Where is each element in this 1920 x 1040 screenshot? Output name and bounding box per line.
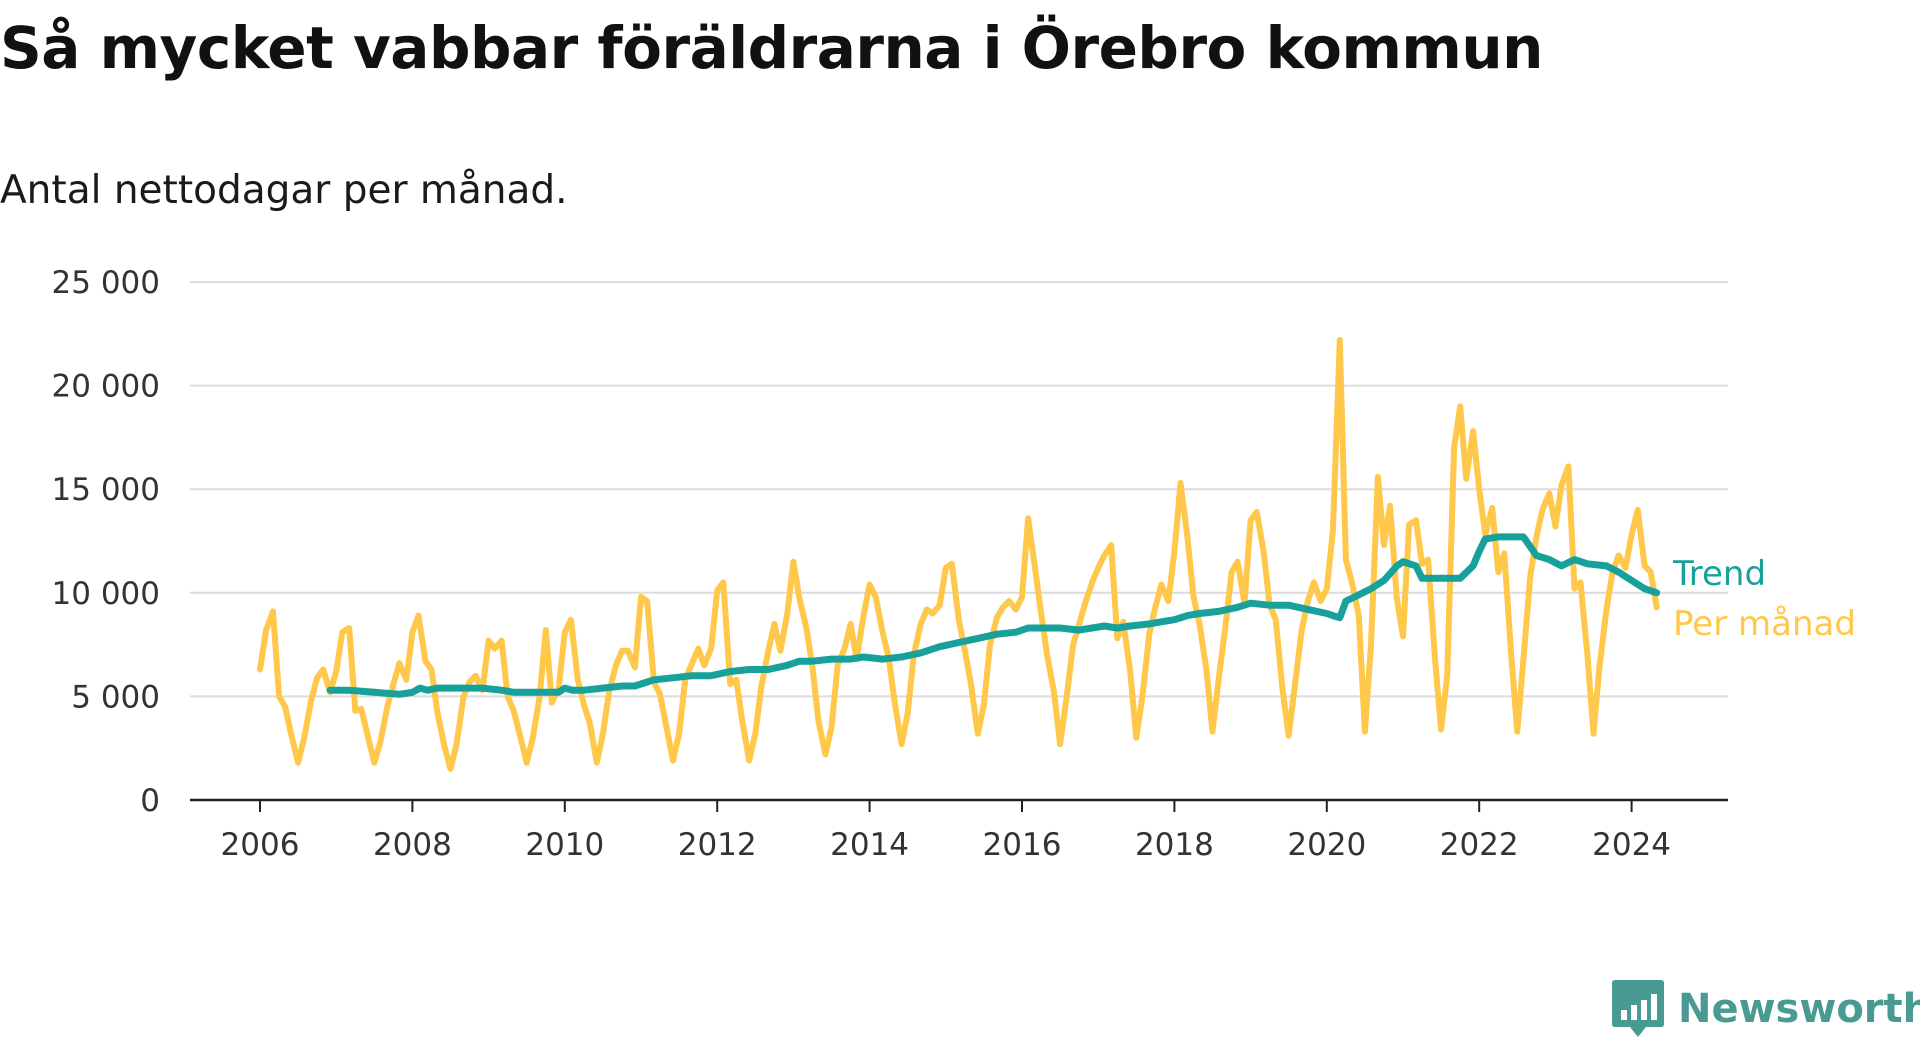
x-tick-label: 2012	[678, 827, 757, 863]
y-tick-label: 0	[140, 783, 160, 819]
y-axis: 0 5 000 10 000 15 000 20 000 25 000	[52, 265, 160, 819]
chart-title: Så mycket vabbar föräldrarna i Örebro ko…	[0, 14, 1543, 82]
legend: Per månad Trend	[1672, 554, 1856, 644]
brand-name: Newsworthy	[1678, 986, 1920, 1032]
x-tick-label: 2008	[373, 827, 452, 863]
x-tick-label: 2014	[830, 827, 909, 863]
x-tick-label: 2010	[525, 827, 604, 863]
x-tick-label: 2006	[221, 827, 300, 863]
y-tick-label: 25 000	[52, 265, 160, 301]
series-line-per-manad	[257, 337, 1660, 772]
x-tick-label: 2022	[1440, 827, 1519, 863]
legend-label: Trend	[1672, 554, 1766, 594]
y-tick-label: 15 000	[52, 472, 160, 508]
legend-label: Per månad	[1673, 604, 1856, 644]
x-axis: 2006 2008 2010 2012 2014 2016 2018 2020 2022 2024	[221, 800, 1671, 863]
gridlines	[190, 281, 1728, 698]
y-tick-label: 10 000	[52, 576, 160, 612]
x-tick-label: 2020	[1287, 827, 1366, 863]
series	[257, 337, 1661, 772]
y-tick-label: 5 000	[71, 679, 160, 715]
x-tick-label: 2024	[1592, 827, 1671, 863]
x-tick-label: 2018	[1135, 827, 1214, 863]
chart-subtitle: Antal nettodagar per månad.	[0, 168, 568, 213]
x-tick-label: 2016	[983, 827, 1062, 863]
brand-logo: Newsworthy	[1612, 980, 1920, 1038]
series-line-trend	[326, 533, 1661, 698]
newsworthy-logo-icon	[1612, 980, 1664, 1037]
y-tick-label: 20 000	[52, 369, 160, 405]
